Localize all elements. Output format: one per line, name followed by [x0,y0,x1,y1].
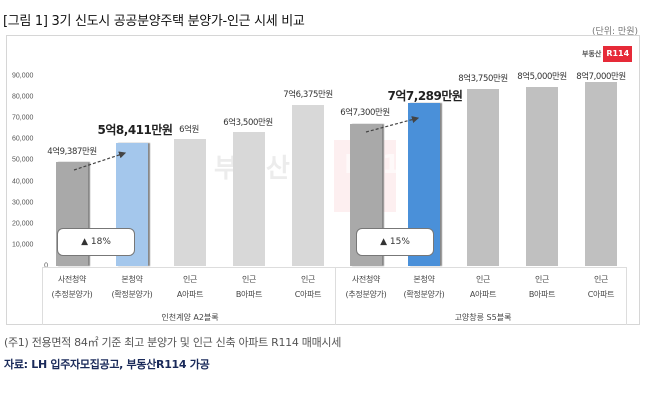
category-label: 인근 C아파트 [294,275,322,299]
category-label: 본청약 (확정분양가) [111,275,153,299]
y-tick: 90,000 [12,72,34,80]
category-label: 인근 A아파트 [469,275,497,299]
r114-logo: 부동산 R114 [582,45,633,62]
group-label-incheon: 인천계양 A2블록 [161,313,219,322]
value-label: 7억7,289만원 [387,89,463,103]
y-tick: 50,000 [12,156,34,164]
group-label-goyang: 고양창릉 S5블록 [454,313,512,322]
logo-badge: R114 [603,45,633,62]
category-label: 인근 A아파트 [176,275,204,299]
value-label: 6억원 [179,125,199,135]
logo-text: 부동산 [582,49,602,58]
value-label: 8억5,000만원 [517,72,567,82]
value-label: 6억3,500만원 [223,118,273,128]
bar-incheon-c [292,105,324,266]
y-tick: 0 [44,262,48,270]
value-label: 8억3,750만원 [458,74,508,84]
figure-title: [그림 1] 3기 신도시 공공분양주택 분양가-인근 시세 비교 [3,14,305,29]
value-label: 5억8,411만원 [97,123,173,137]
change-badge-incheon: ▲ 18% [57,228,135,256]
bar-incheon-a [174,139,206,266]
category-area-incheon [42,267,335,325]
unit-label: (단위: 만원) [591,27,638,37]
category-label: 본청약 (확정분양가) [403,275,445,299]
change-badge-goyang: ▲ 15% [356,228,434,256]
y-tick: 10,000 [12,241,34,249]
footnote: (주1) 전용면적 84㎡ 기준 최고 분양가 및 인근 신축 아파트 R114… [4,336,342,349]
y-tick: 60,000 [12,135,34,143]
y-tick: 20,000 [12,220,34,228]
value-label: 4억9,387만원 [47,147,97,157]
y-tick: 40,000 [12,178,34,186]
bar-incheon-b [233,132,265,266]
y-tick: 80,000 [12,93,34,101]
value-label: 6억7,300만원 [340,108,390,118]
category-label: 사전청약 (추정분양가) [345,275,387,299]
category-area-goyang [335,267,627,325]
y-tick: 30,000 [12,199,34,207]
category-label: 사전청약 (추정분양가) [51,275,93,299]
source-line: 자료: LH 입주자모집공고, 부동산R114 가공 [4,358,210,371]
bar-goyang-a [467,89,499,266]
y-tick: 70,000 [12,114,34,122]
bar-goyang-b [526,87,558,266]
category-label: 인근 B아파트 [528,275,556,299]
category-label: 인근 C아파트 [587,275,615,299]
category-label: 인근 B아파트 [235,275,263,299]
value-label: 8억7,000만원 [576,72,626,82]
value-label: 7억6,375만원 [283,90,333,100]
bar-goyang-c [585,82,617,266]
